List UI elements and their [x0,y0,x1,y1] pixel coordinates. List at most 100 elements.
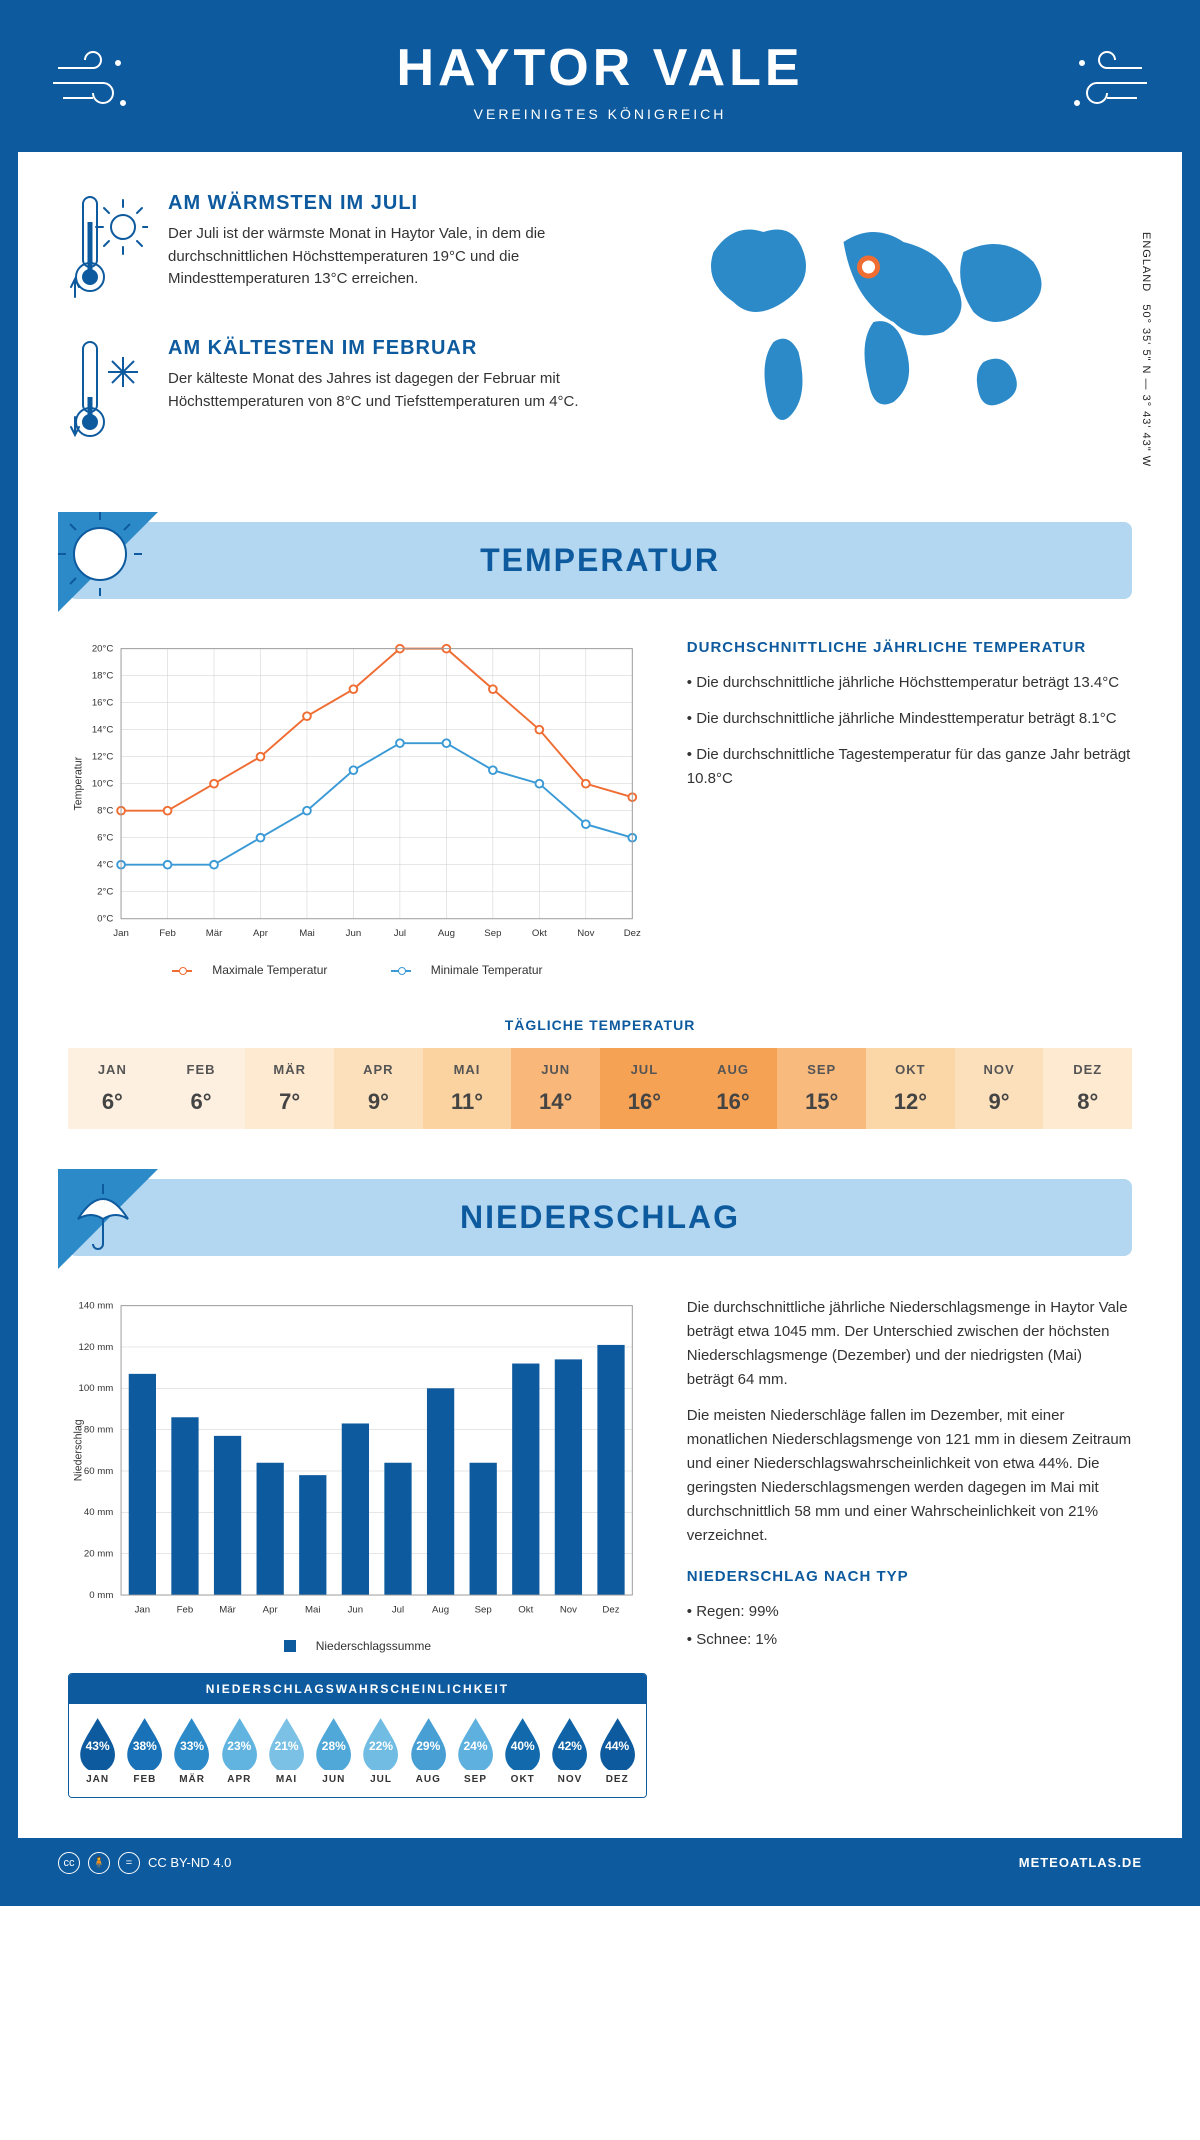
svg-text:18°C: 18°C [92,671,114,682]
svg-text:Okt: Okt [518,1604,533,1615]
drop-item: 22% JUL [358,1716,403,1785]
svg-text:80 mm: 80 mm [84,1424,113,1435]
svg-text:12°C: 12°C [92,752,114,763]
precipitation-bar-chart: 0 mm20 mm40 mm60 mm80 mm100 mm120 mm140 … [68,1296,647,1653]
nd-icon: = [118,1852,140,1874]
svg-text:60 mm: 60 mm [84,1466,113,1477]
svg-text:Jun: Jun [348,1604,364,1615]
temp-cell: AUG16° [689,1048,778,1129]
drop-item: 44% DEZ [595,1716,640,1785]
precip-text: Die durchschnittliche jährliche Niedersc… [687,1296,1132,1392]
coordinates: ENGLAND 50° 35' 5" N — 3° 43' 43" W [1140,232,1152,467]
temp-cell: NOV9° [955,1048,1044,1129]
temp-cell: MÄR7° [245,1048,334,1129]
temperature-section-header: TEMPERATUR [68,522,1132,599]
svg-text:40 mm: 40 mm [84,1507,113,1518]
svg-text:Jan: Jan [135,1604,151,1615]
world-map: ENGLAND 50° 35' 5" N — 3° 43' 43" W [615,192,1132,482]
warm-title: AM WÄRMSTEN IM JULI [168,192,585,215]
svg-text:Aug: Aug [432,1604,449,1615]
precipitation-probability-box: NIEDERSCHLAGSWAHRSCHEINLICHKEIT 43% JAN … [68,1673,647,1798]
prob-title: NIEDERSCHLAGSWAHRSCHEINLICHKEIT [69,1674,646,1704]
cold-text: Der kälteste Monat des Jahres ist dagege… [168,368,585,413]
svg-text:Jun: Jun [346,928,362,939]
svg-text:Niederschlag: Niederschlag [73,1419,85,1481]
svg-text:Nov: Nov [560,1604,577,1615]
drop-item: 40% OKT [500,1716,545,1785]
drop-item: 23% APR [217,1716,262,1785]
temp-cell: JUN14° [511,1048,600,1129]
drop-item: 42% NOV [547,1716,592,1785]
drop-item: 29% AUG [406,1716,451,1785]
svg-text:Dez: Dez [624,928,641,939]
svg-text:140 mm: 140 mm [79,1300,114,1311]
svg-text:Mär: Mär [206,928,223,939]
svg-text:100 mm: 100 mm [79,1383,114,1394]
temp-cell: OKT12° [866,1048,955,1129]
precip-type-bullet: • Schnee: 1% [687,1628,1132,1652]
svg-text:10°C: 10°C [92,779,114,790]
page-subtitle: VEREINIGTES KÖNIGREICH [58,106,1142,122]
svg-text:Jul: Jul [392,1604,404,1615]
cc-icon: cc [58,1852,80,1874]
temp-cell: FEB6° [157,1048,246,1129]
drop-item: 21% MAI [264,1716,309,1785]
warm-text: Der Juli ist der wärmste Monat in Haytor… [168,223,585,291]
svg-text:Mai: Mai [299,928,315,939]
svg-text:2°C: 2°C [97,887,113,898]
svg-text:Okt: Okt [532,928,547,939]
temp-cell: JAN6° [68,1048,157,1129]
precip-legend: Niederschlagssumme [68,1639,647,1653]
drop-item: 33% MÄR [169,1716,214,1785]
temp-cell: SEP15° [777,1048,866,1129]
svg-text:120 mm: 120 mm [79,1342,114,1353]
wind-icon [1062,48,1152,123]
temp-info-title: DURCHSCHNITTLICHE JÄHRLICHE TEMPERATUR [687,639,1132,656]
temp-cell: DEZ8° [1043,1048,1132,1129]
probability-drops: 43% JAN 38% FEB 33% MÄR 23% APR [69,1704,646,1797]
svg-text:Dez: Dez [602,1604,619,1615]
svg-text:Feb: Feb [159,928,176,939]
header: HAYTOR VALE VEREINIGTES KÖNIGREICH [18,18,1182,152]
svg-text:Mai: Mai [305,1604,321,1615]
svg-text:Feb: Feb [177,1604,194,1615]
temp-cell: JUL16° [600,1048,689,1129]
svg-text:14°C: 14°C [92,725,114,736]
drop-item: 28% JUN [311,1716,356,1785]
svg-text:16°C: 16°C [92,698,114,709]
svg-text:6°C: 6°C [97,833,113,844]
svg-text:Temperatur: Temperatur [73,756,85,810]
sun-icon [58,512,158,612]
svg-text:Sep: Sep [484,928,501,939]
svg-text:20°C: 20°C [92,644,114,655]
umbrella-icon [58,1169,158,1269]
precip-type-title: NIEDERSCHLAG NACH TYP [687,1568,1132,1585]
daily-temp-title: TÄGLICHE TEMPERATUR [68,1017,1132,1033]
temperature-title: TEMPERATUR [88,542,1112,579]
precip-text: Die meisten Niederschläge fallen im Deze… [687,1404,1132,1548]
wind-icon [48,48,138,123]
svg-text:Aug: Aug [438,928,455,939]
temp-legend: Maximale Temperatur Minimale Temperatur [68,963,647,977]
drop-item: 38% FEB [122,1716,167,1785]
svg-text:4°C: 4°C [97,860,113,871]
page-title: HAYTOR VALE [58,38,1142,98]
temperature-line-chart: 0°C2°C4°C6°C8°C10°C12°C14°C16°C18°C20°CJ… [68,639,647,977]
svg-text:Apr: Apr [263,1604,279,1615]
svg-text:20 mm: 20 mm [84,1548,113,1559]
precipitation-section-header: NIEDERSCHLAG [68,1179,1132,1256]
cold-fact: AM KÄLTESTEN IM FEBRUAR Der kälteste Mon… [68,337,585,452]
svg-text:8°C: 8°C [97,806,113,817]
daily-temp-table: JAN6°FEB6°MÄR7°APR9°MAI11°JUN14°JUL16°AU… [68,1048,1132,1129]
cold-title: AM KÄLTESTEN IM FEBRUAR [168,337,585,360]
footer: cc 🧍 = CC BY-ND 4.0 METEOATLAS.DE [18,1838,1182,1888]
brand: METEOATLAS.DE [1019,1855,1142,1870]
svg-text:Jul: Jul [394,928,406,939]
temp-cell: APR9° [334,1048,423,1129]
temp-bullet: • Die durchschnittliche jährliche Höchst… [687,671,1132,695]
svg-text:Mär: Mär [219,1604,236,1615]
drop-item: 43% JAN [75,1716,120,1785]
thermometer-hot-icon [68,192,148,307]
svg-text:Sep: Sep [475,1604,492,1615]
temp-bullet: • Die durchschnittliche jährliche Mindes… [687,707,1132,731]
